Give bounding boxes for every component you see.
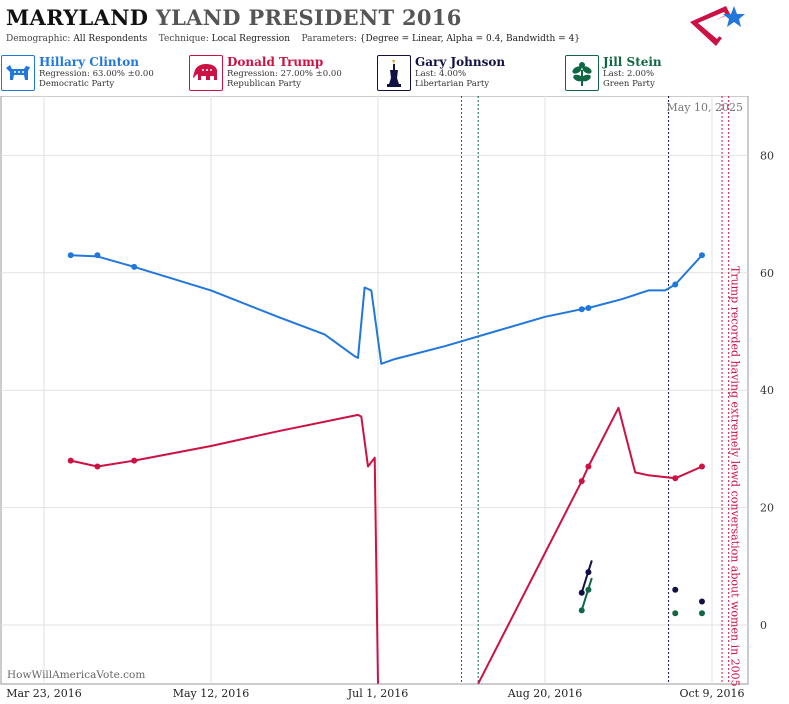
series-line — [70, 254, 703, 365]
chart-header: MARYLAND YLAND PRESIDENT 2016 Demographi… — [0, 0, 789, 50]
legend-item-clinton[interactable]: Hillary Clinton Regression: 63.00% ±0.00… — [0, 54, 188, 92]
elephant-icon — [189, 55, 223, 91]
data-point[interactable] — [94, 252, 101, 259]
data-point[interactable] — [698, 610, 705, 617]
series-lines — [70, 254, 703, 685]
chart-area: 0 20 40 60 80 Mar 23, 2016 May 12, 2016 Jul 1,… — [0, 96, 774, 700]
candidate-stat: Last: 2.00% — [603, 69, 655, 79]
series-line — [580, 560, 593, 593]
legend-item-stein[interactable]: Jill Stein Last: 2.00% Green Party — [564, 54, 752, 92]
parameters-label: Parameters: — [301, 34, 357, 44]
grid — [1, 96, 748, 684]
candidate-party: Green Party — [603, 79, 655, 89]
y-tick-label: 0 — [760, 619, 767, 632]
candidate-name: Jill Stein — [603, 55, 662, 69]
data-point[interactable] — [131, 457, 138, 464]
data-point[interactable] — [578, 478, 585, 485]
legend-item-johnson[interactable]: Gary Johnson Last: 4.00% Libertarian Par… — [376, 54, 564, 92]
candidate-party: Libertarian Party — [415, 79, 490, 89]
data-point[interactable] — [585, 305, 592, 312]
series-line — [580, 577, 593, 611]
x-tick-label: Aug 20, 2016 — [507, 687, 583, 700]
series-line — [70, 413, 379, 684]
data-point[interactable] — [672, 610, 679, 617]
data-point[interactable] — [672, 586, 679, 593]
x-tick-label: Jul 1, 2016 — [347, 687, 409, 700]
data-point[interactable] — [585, 569, 592, 576]
data-point[interactable] — [131, 263, 138, 270]
event-annotation: Trump recorded having extremely lewd con… — [728, 266, 741, 687]
x-tick-label: May 12, 2016 — [173, 687, 250, 700]
candidate-name: Donald Trump — [227, 55, 324, 69]
parameters-line: Demographic: All Respondents Technique: … — [6, 34, 580, 44]
data-point[interactable] — [585, 586, 592, 593]
title-state: MARYLAND — [6, 5, 149, 30]
donkey-icon — [1, 55, 35, 91]
data-point[interactable] — [672, 475, 679, 482]
legend-item-trump[interactable]: Donald Trump Regression: 27.00% ±0.00 Re… — [188, 54, 376, 92]
y-axis-ticks: 0 20 40 60 80 — [760, 149, 774, 632]
candidate-legend: Hillary Clinton Regression: 63.00% ±0.00… — [0, 54, 789, 94]
technique-label: Technique: — [158, 34, 209, 44]
parameters-value: {Degree = Linear, Alpha = 0.4, Bandwidth… — [359, 34, 581, 44]
candidate-party: Republican Party — [227, 79, 301, 89]
data-point[interactable] — [94, 463, 101, 470]
demographic-value: All Respondents — [73, 34, 148, 44]
page-title: MARYLAND YLAND PRESIDENT 2016 — [6, 5, 462, 30]
x-axis-ticks: Mar 23, 2016 May 12, 2016 Jul 1, 2016 Aug 2… — [6, 687, 744, 700]
demographic-label: Demographic: — [6, 34, 71, 44]
candidate-stat: Regression: 27.00% ±0.00 — [227, 69, 342, 79]
title-rest: YLAND PRESIDENT 2016 — [155, 5, 462, 30]
y-tick-label: 40 — [760, 384, 774, 397]
liberty-torch-icon — [377, 55, 411, 91]
data-point[interactable] — [698, 598, 705, 605]
candidate-stat: Last: 4.00% — [415, 69, 467, 79]
candidate-party: Democratic Party — [39, 79, 115, 89]
site-logo — [690, 6, 745, 46]
plant-icon — [565, 55, 599, 91]
event-lines — [461, 96, 730, 684]
x-tick-label: Mar 23, 2016 — [6, 687, 82, 700]
date-stamp: May 10, 2025 — [666, 101, 743, 114]
data-point[interactable] — [672, 281, 679, 288]
series-points — [67, 252, 705, 617]
y-tick-label: 20 — [760, 502, 774, 515]
data-point[interactable] — [67, 252, 74, 259]
data-point[interactable] — [578, 306, 585, 313]
data-point[interactable] — [578, 589, 585, 596]
data-point[interactable] — [67, 457, 74, 464]
x-tick-label: Oct 9, 2016 — [679, 687, 744, 700]
technique-value: Local Regression — [211, 34, 291, 44]
data-point[interactable] — [698, 463, 705, 470]
y-tick-label: 60 — [760, 267, 774, 280]
watermark: HowWillAmericaVote.com — [7, 669, 145, 681]
data-point[interactable] — [578, 607, 585, 614]
y-tick-label: 80 — [760, 149, 774, 162]
data-point[interactable] — [585, 463, 592, 470]
candidate-name: Gary Johnson — [415, 55, 506, 69]
candidate-name: Hillary Clinton — [39, 55, 139, 69]
data-point[interactable] — [698, 252, 705, 259]
candidate-stat: Regression: 63.00% ±0.00 — [39, 69, 154, 79]
